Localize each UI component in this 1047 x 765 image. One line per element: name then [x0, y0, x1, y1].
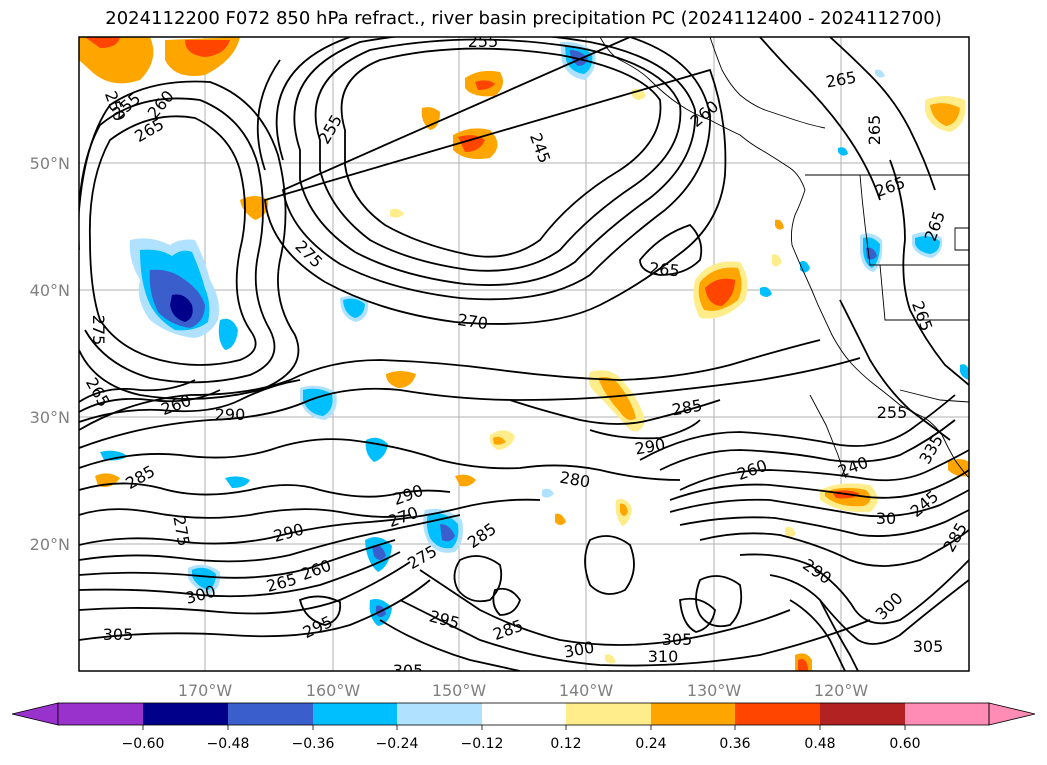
- coastlines: [599, 37, 969, 479]
- lat-label-50n: 50°N: [30, 154, 70, 173]
- lon-label-120w: 120°W: [814, 681, 869, 700]
- contour-label: 305: [393, 661, 424, 680]
- colorbar-tick-label: 0.48: [804, 736, 835, 752]
- colorbar-cell: [651, 703, 735, 725]
- lat-label-40n: 40°N: [30, 281, 70, 300]
- colorbar-tick-label: 0.36: [719, 736, 750, 752]
- lat-label-20n: 20°N: [30, 535, 70, 554]
- colorbar-cell: [58, 703, 143, 725]
- colorbar-cell: [735, 703, 820, 725]
- colorbar-outline: [57, 702, 990, 726]
- lon-label-140w: 140°W: [559, 681, 614, 700]
- refractivity-contours: [79, 37, 969, 671]
- contour-label: 265: [648, 259, 680, 281]
- colorbar: −0.60 −0.48 −0.36 −0.24 −0.12 0.12 0.24 …: [11, 702, 1036, 752]
- contour-label: 305: [913, 637, 944, 656]
- contour-label: 265: [865, 115, 884, 146]
- contour-label: 275: [89, 315, 108, 346]
- precip-patches: [79, 37, 969, 671]
- colorbar-cell: [397, 703, 482, 725]
- colorbar-tick-label: −0.12: [461, 736, 504, 752]
- latitude-labels: 50°N 40°N 30°N 20°N: [30, 154, 70, 554]
- lon-label-150w: 150°W: [432, 681, 487, 700]
- contour-label: 305: [103, 625, 134, 644]
- colorbar-cell: [313, 703, 397, 725]
- colorbar-tick-label: −0.36: [292, 736, 335, 752]
- colorbar-cell: [143, 703, 228, 725]
- contour-label: 255: [877, 403, 908, 422]
- contour-label: 310: [648, 647, 679, 666]
- lat-label-30n: 30°N: [30, 408, 70, 427]
- colorbar-tick-label: −0.48: [207, 736, 250, 752]
- colorbar-cell: [228, 703, 313, 725]
- lon-label-130w: 130°W: [687, 681, 742, 700]
- lon-label-170w: 170°W: [178, 681, 233, 700]
- longitude-labels: 170°W 160°W 150°W 140°W 130°W 120°W: [178, 681, 869, 700]
- contour-label: 270: [456, 310, 489, 333]
- colorbar-tick-label: −0.24: [376, 736, 419, 752]
- lon-label-160w: 160°W: [306, 681, 361, 700]
- colorbar-cell: [566, 703, 651, 725]
- colorbar-tick-label: 0.60: [889, 736, 920, 752]
- colorbar-tick-label: 0.12: [550, 736, 581, 752]
- contour-label: 290: [215, 405, 246, 424]
- colorbar-cell: [905, 703, 989, 725]
- colorbar-cell: [820, 703, 905, 725]
- colorbar-cell: [482, 703, 566, 725]
- map-title: 2024112200 F072 850 hPa refract., river …: [105, 8, 942, 29]
- contour-label: 305: [662, 630, 693, 649]
- colorbar-extend-high: [988, 702, 1036, 726]
- map-frame: [78, 36, 970, 672]
- contour-label: 30: [876, 509, 896, 528]
- colorbar-extend-low: [11, 702, 59, 726]
- contour-label: 255: [468, 32, 499, 51]
- colorbar-tick-label: −0.60: [122, 736, 165, 752]
- colorbar-tick-label: 0.24: [635, 736, 666, 752]
